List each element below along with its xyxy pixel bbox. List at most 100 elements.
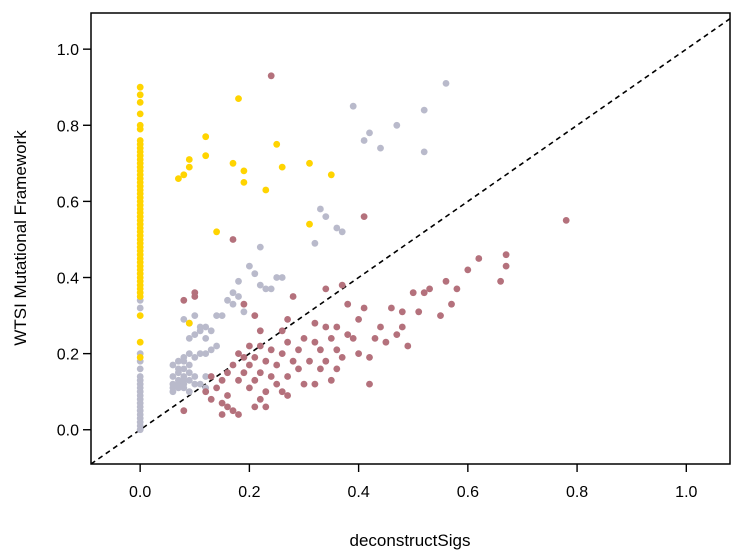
- axes: 0.0 0.2 0.4 0.6 0.8 1.0 0.0 0.2 0.4 0.6 0.8 1.0: [57, 42, 698, 501]
- data-point: [235, 350, 242, 357]
- data-point: [136, 304, 144, 312]
- data-point: [256, 243, 264, 251]
- data-point: [180, 407, 188, 415]
- data-point: [185, 369, 193, 377]
- data-point: [218, 399, 226, 407]
- data-point: [191, 331, 199, 338]
- data-point: [185, 319, 193, 327]
- data-point: [240, 369, 248, 377]
- data-point: [191, 373, 199, 380]
- data-point: [311, 319, 319, 327]
- data-point: [322, 357, 330, 365]
- data-point: [448, 300, 455, 308]
- data-point: [136, 99, 144, 106]
- data-point: [322, 213, 330, 221]
- data-point: [185, 388, 193, 396]
- data-point: [267, 373, 275, 380]
- y-tick-label: 0.8: [57, 118, 79, 135]
- data-point: [191, 312, 199, 319]
- y-tick-label: 0.2: [57, 347, 79, 364]
- data-point: [251, 270, 259, 278]
- data-point: [306, 159, 313, 167]
- data-point: [185, 335, 193, 342]
- data-point: [169, 361, 177, 369]
- data-point: [196, 350, 204, 357]
- data-point: [251, 403, 259, 411]
- data-point: [251, 376, 259, 384]
- data-point: [185, 350, 193, 357]
- data-point: [377, 323, 384, 331]
- y-tick-label: 0.6: [57, 194, 79, 211]
- data-point: [327, 335, 335, 342]
- data-point: [306, 220, 313, 228]
- data-point: [213, 384, 221, 392]
- data-point: [562, 217, 570, 224]
- data-point: [191, 354, 199, 361]
- data-point: [240, 300, 248, 308]
- x-tick-label: 0.8: [566, 484, 588, 501]
- data-point: [284, 316, 291, 323]
- data-point: [136, 365, 144, 373]
- x-axis-title: deconstructSigs: [350, 531, 471, 550]
- data-point: [278, 350, 286, 357]
- data-point: [175, 369, 182, 377]
- data-point: [338, 354, 346, 361]
- data-point: [349, 102, 357, 110]
- data-point: [262, 357, 270, 365]
- data-point: [442, 277, 450, 285]
- data-point: [235, 293, 242, 300]
- data-point: [169, 373, 177, 380]
- data-point: [235, 95, 242, 102]
- data-point: [202, 350, 210, 357]
- data-point: [202, 373, 210, 380]
- data-point: [218, 376, 226, 384]
- data-point: [202, 323, 210, 331]
- data-point: [284, 392, 291, 399]
- data-points: [136, 72, 570, 434]
- data-point: [256, 327, 264, 335]
- data-point: [175, 175, 182, 183]
- data-point: [284, 373, 291, 380]
- data-point: [355, 316, 362, 323]
- data-point: [366, 380, 373, 388]
- data-point: [262, 388, 270, 396]
- data-point: [371, 335, 379, 342]
- data-point: [437, 312, 444, 319]
- data-point: [322, 323, 330, 331]
- data-point: [136, 426, 144, 434]
- data-point: [136, 83, 144, 91]
- data-point: [180, 171, 188, 179]
- data-point: [366, 129, 373, 137]
- data-point: [202, 388, 210, 396]
- data-point: [246, 342, 253, 350]
- data-point: [360, 137, 368, 144]
- data-point: [196, 327, 204, 335]
- data-point: [235, 277, 242, 285]
- x-tick-label: 0.2: [238, 484, 260, 501]
- data-point: [322, 285, 330, 293]
- data-point: [317, 365, 324, 373]
- data-point: [240, 308, 248, 316]
- data-point: [300, 380, 308, 388]
- data-point: [344, 300, 352, 308]
- data-point: [398, 323, 406, 331]
- data-point: [497, 277, 504, 285]
- data-point: [333, 346, 341, 354]
- data-point: [415, 308, 423, 316]
- data-point: [185, 163, 193, 171]
- data-point: [360, 213, 368, 221]
- data-point: [196, 380, 204, 388]
- data-point: [213, 312, 221, 319]
- data-point: [207, 346, 215, 354]
- data-point: [317, 346, 324, 354]
- data-point: [246, 361, 253, 369]
- data-point: [229, 289, 237, 297]
- data-point: [224, 392, 231, 399]
- data-point: [180, 296, 188, 304]
- data-point: [382, 338, 390, 346]
- data-point: [426, 285, 433, 293]
- data-point: [175, 357, 182, 365]
- x-tick-label: 1.0: [675, 484, 697, 501]
- data-point: [229, 159, 237, 167]
- data-point: [251, 312, 259, 319]
